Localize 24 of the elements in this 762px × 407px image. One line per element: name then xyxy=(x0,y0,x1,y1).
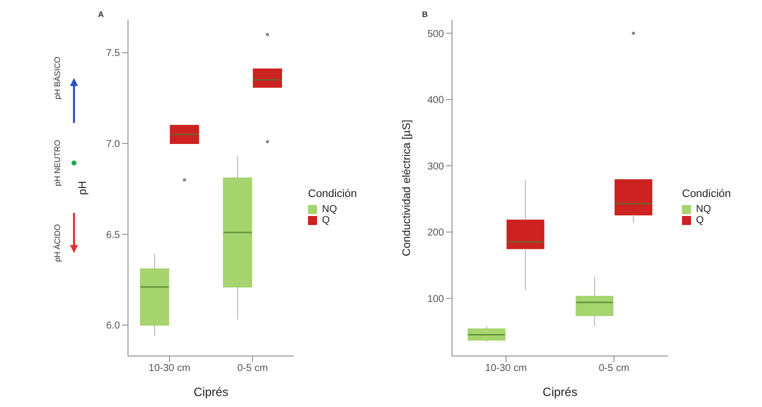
legend-label: NQ xyxy=(696,204,711,215)
legend-label: NQ xyxy=(322,204,337,215)
x-axis-title: Ciprés xyxy=(194,385,228,399)
chart-title: B xyxy=(422,10,428,19)
legend-label: Q xyxy=(696,215,704,226)
y-tick-label: 300 xyxy=(427,161,444,172)
y-tick-label: 200 xyxy=(427,228,444,239)
x-axis-title: Ciprés xyxy=(542,385,578,399)
x-tick-label: 10-30 cm xyxy=(148,363,190,374)
y-tick-label: 100 xyxy=(427,294,444,305)
y-tick-label: 7.5 xyxy=(106,48,120,60)
y-tick-label: 400 xyxy=(427,95,444,106)
legend-title: Condición xyxy=(682,188,732,200)
y-tick-label: 500 xyxy=(427,28,444,40)
y-tick-label: 6.0 xyxy=(106,320,120,332)
y-tick-label: 7.0 xyxy=(106,139,120,150)
y-tick-label: 6.5 xyxy=(106,230,120,241)
legend-title: Condición xyxy=(308,188,358,200)
x-tick-label: 0-5 cm xyxy=(237,363,268,374)
x-tick-label: 0-5 cm xyxy=(598,363,630,374)
x-tick-label: 10-30 cm xyxy=(485,363,527,374)
y-axis-title: Conductividad eléctrica [µS] xyxy=(400,120,413,256)
chart-title: A xyxy=(98,10,104,19)
legend-label: Q xyxy=(322,215,330,226)
